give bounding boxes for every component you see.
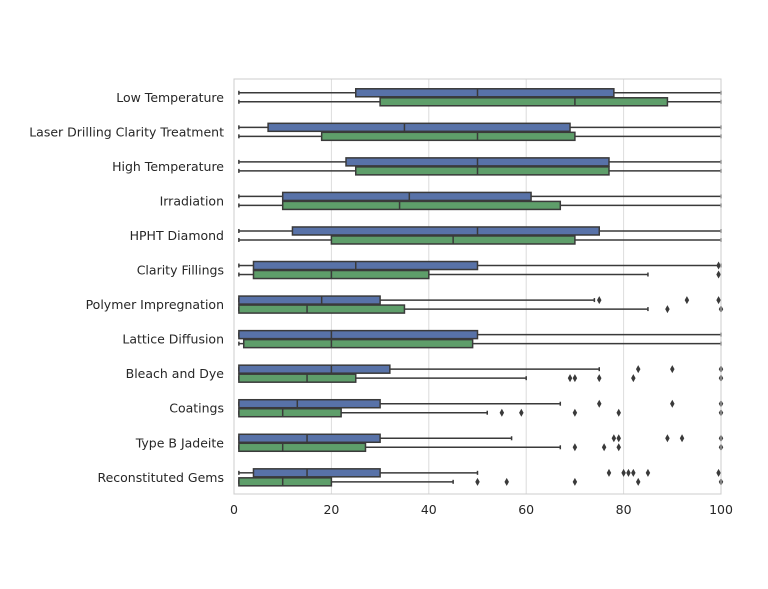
x-tick-label: 40 [421, 502, 437, 517]
box-2-0-box [379, 97, 669, 107]
category-label: High Temperature [112, 159, 224, 174]
box-2-11-flier [572, 477, 578, 486]
x-tick-label: 100 [709, 502, 733, 517]
category-label: Clarity Fillings [137, 263, 224, 278]
category-label: HPHT Diamond [130, 228, 224, 243]
box-2-8-box [238, 373, 357, 383]
box-1-4-box [291, 226, 600, 236]
x-tick-label: 60 [518, 502, 534, 517]
box-2-11-flier [504, 477, 509, 486]
box-1-11-flier [606, 468, 612, 477]
box-2-6-box [238, 304, 406, 314]
category-label: Bleach and Dye [126, 366, 225, 381]
box-2-9-flier [616, 408, 621, 417]
box-2-5-flier [716, 270, 721, 279]
box-2-5-box [252, 269, 430, 280]
box-1-10-flier [665, 434, 670, 443]
x-tick-label: 0 [230, 502, 238, 517]
category-label: Irradiation [160, 193, 224, 208]
box-2-9-box [238, 407, 342, 418]
box-2-2-box [355, 166, 610, 176]
box-2-10-flier [572, 443, 578, 452]
box-2-8-flier [567, 374, 573, 383]
category-label: Type B Jadeite [135, 435, 225, 450]
box-1-1-box [267, 122, 571, 133]
x-tick-label: 80 [616, 502, 632, 517]
category-label: Polymer Impregnation [86, 297, 224, 312]
box-1-3-box [281, 191, 532, 202]
box-1-6-box [238, 295, 381, 305]
box-1-9-flier [670, 399, 675, 408]
box-2-10-flier [616, 443, 621, 452]
box-1-7-box [238, 329, 479, 340]
category-label: Low Temperature [116, 90, 224, 105]
box-2-9-flier [572, 408, 578, 417]
category-label: Laser Drilling Clarity Treatment [29, 124, 224, 139]
box-1-6-flier [684, 296, 690, 305]
box-2-11-flier [635, 477, 641, 486]
box-1-5-box [252, 260, 479, 271]
box-1-6-flier [716, 296, 721, 305]
box-1-9-flier [597, 399, 602, 408]
box-2-9-flier [499, 408, 505, 417]
plot-frame [233, 78, 722, 495]
category-label: Reconstituted Gems [97, 470, 224, 485]
box-1-8-box [238, 364, 391, 374]
box-1-11-flier [631, 468, 636, 477]
box-2-11-flier [475, 477, 480, 486]
box-2-8-flier [631, 374, 636, 383]
category-label: Coatings [169, 401, 224, 416]
box-1-6-flier [597, 296, 602, 305]
box-1-8-flier [670, 365, 675, 374]
box-2-11-box [238, 477, 333, 487]
x-tick-label: 20 [323, 502, 339, 517]
box-1-10-box [238, 433, 381, 444]
box-1-9-box [238, 398, 381, 409]
box-1-10-flier [611, 434, 617, 443]
box-1-11-flier [621, 468, 626, 477]
box-1-11-flier [645, 468, 651, 477]
box-2-6-flier [665, 305, 670, 314]
box-2-7-box [242, 338, 474, 349]
box-1-11-box [252, 468, 381, 478]
box-2-8-flier [597, 374, 602, 383]
box-1-10-flier [679, 434, 685, 443]
box-1-11-flier [626, 468, 631, 477]
plot-background [234, 79, 721, 494]
box-1-0-box [355, 88, 615, 98]
box-1-11-flier [716, 468, 721, 477]
box-2-8-flier [572, 374, 578, 383]
box-2-1-box [320, 131, 576, 142]
box-2-3-box [281, 200, 562, 211]
box-1-10-flier [616, 434, 621, 443]
box-1-8-flier [635, 365, 641, 374]
box-2-10-box [238, 442, 367, 453]
category-label: Lattice Diffusion [122, 332, 224, 347]
box-2-9-flier [519, 408, 524, 417]
box-2-10-flier [601, 443, 607, 452]
box-1-5-flier [716, 261, 721, 270]
